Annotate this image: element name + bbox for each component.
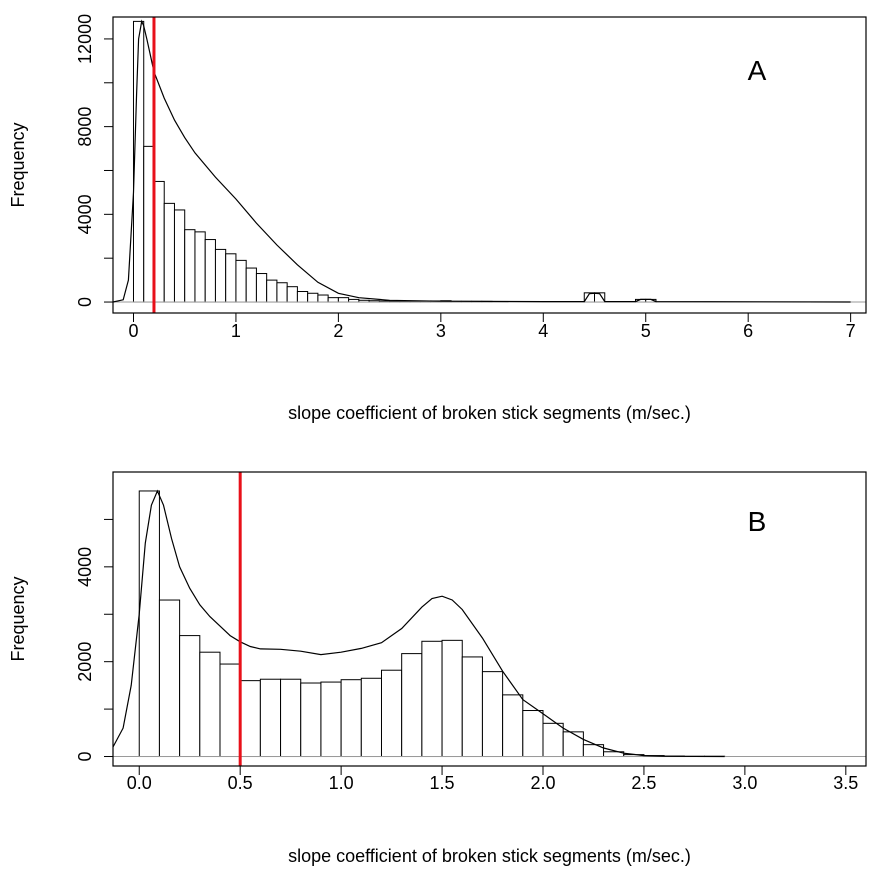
panel-a-histogram-bar	[296, 291, 309, 303]
panel-a-histogram-bar	[225, 253, 237, 303]
panel-b-histogram-bar	[542, 722, 564, 758]
panel-a-x-axis: 0 1 2 3 4 5 6 7	[128, 313, 856, 341]
panel-b-histogram-bar	[522, 710, 544, 758]
panel-b-y-tick-label: 2000	[75, 642, 95, 682]
panel-a-plot-frame	[112, 16, 867, 314]
panel-a-histogram-bar	[266, 279, 278, 303]
panel-a-histogram-bar	[245, 267, 257, 303]
panel-b-histogram-bars	[113, 490, 866, 758]
panel-a-histogram-bar	[337, 297, 350, 303]
panel-b-x-axis: 0.0 0.5 1.0 1.5 2.0 2.5 3.0 3.5	[127, 766, 858, 793]
panel-a-x-tick-label: 4	[538, 321, 548, 341]
panel-a-y-tick-label: 4000	[75, 194, 95, 234]
panel-b-histogram-bar	[461, 656, 483, 758]
panel-a-histogram-bar	[173, 209, 186, 303]
panel-a-histogram-bar	[286, 286, 298, 303]
panel-a-histogram-bar	[317, 294, 329, 303]
panel-a-histogram-bar	[143, 145, 155, 303]
panel-b-histogram-bar	[502, 694, 524, 758]
panel-b-histogram-bar	[280, 678, 302, 758]
panel-a-density-curve	[112, 19, 851, 303]
panel-b-histogram-bar	[562, 731, 584, 758]
panel-a-x-tick-label: 5	[641, 321, 651, 341]
panel-a-x-tick-label: 3	[436, 321, 446, 341]
panel-b-chart: 0.0 0.5 1.0 1.5 2.0 2.5 3.0 3.5 0 2000 4000 B slo…	[8, 471, 867, 866]
panel-a-y-axis-label: Frequency	[8, 122, 28, 207]
panel-b-histogram-bar	[320, 681, 342, 758]
panel-a-histogram-bar	[235, 259, 247, 303]
panel-a-x-tick-label: 6	[743, 321, 753, 341]
panel-a-histogram-bar	[255, 273, 268, 303]
panel-a-histogram-bar	[204, 239, 216, 303]
panel-b-y-tick-label: 0	[75, 752, 95, 762]
panel-a-histogram-bar	[163, 202, 175, 303]
panel-a-histogram-bar	[276, 282, 288, 303]
panel-b-x-axis-label: slope coefficient of broken stick segmen…	[288, 846, 691, 866]
panel-a-x-tick-label: 1	[231, 321, 241, 341]
panel-b-x-tick-label: 0.5	[228, 773, 253, 793]
panel-a-y-tick-label: 12000	[75, 14, 95, 64]
panel-a-histogram-bars	[113, 20, 866, 303]
panel-b-histogram-bar	[360, 677, 382, 758]
panel-a-y-tick-label: 8000	[75, 107, 95, 147]
panel-b-histogram-bar	[421, 640, 443, 758]
panel-b-y-axis-label: Frequency	[8, 576, 28, 661]
panel-b-histogram-bar	[380, 669, 403, 758]
panel-a-y-axis: 0 4000 8000 12000	[75, 14, 113, 307]
panel-b-histogram-bar	[401, 653, 423, 758]
panel-a-histogram-bar	[194, 231, 206, 303]
panel-a-x-tick-label: 7	[846, 321, 856, 341]
panel-b-x-tick-label: 2.5	[631, 773, 656, 793]
panel-a-histogram-bar	[327, 297, 339, 303]
panel-b-label: B	[748, 506, 767, 537]
panel-a-label: A	[748, 55, 767, 86]
panel-b-x-tick-label: 3.0	[732, 773, 757, 793]
panel-b-y-axis: 0 2000 4000	[75, 518, 113, 762]
panel-a-y-tick-label: 0	[75, 297, 95, 307]
panel-a-histogram-bar	[184, 229, 196, 303]
panel-b-histogram-bar	[239, 680, 261, 758]
panel-b-density-curve	[112, 489, 725, 758]
panel-b-histogram-bar	[441, 639, 463, 758]
panel-b-histogram-bar	[481, 671, 504, 758]
panel-b-plot-frame	[112, 471, 867, 767]
panel-b-histogram-bar	[219, 663, 241, 758]
panel-b-x-tick-label: 1.5	[430, 773, 455, 793]
panel-b-histogram-bar	[199, 651, 221, 758]
panel-b-histogram-bar	[179, 635, 201, 758]
panel-b-x-tick-label: 0.0	[127, 773, 152, 793]
panel-b-x-tick-label: 2.0	[530, 773, 555, 793]
panel-b-y-tick-label: 4000	[75, 547, 95, 587]
panel-b-histogram-bar	[158, 599, 181, 758]
panel-b-histogram-bar	[300, 682, 322, 758]
panel-a-x-axis-label: slope coefficient of broken stick segmen…	[288, 403, 691, 423]
panel-a-x-tick-label: 0	[128, 321, 138, 341]
panel-a-histogram-bar	[307, 292, 319, 303]
panel-a-x-tick-label: 2	[333, 321, 343, 341]
panel-b-histogram-bar	[340, 679, 362, 758]
panel-a-histogram-bar	[214, 248, 227, 303]
panel-b-x-tick-label: 1.0	[329, 773, 354, 793]
panel-b-x-tick-label: 3.5	[833, 773, 858, 793]
panel-b-histogram-bar	[138, 490, 160, 758]
panel-a-chart: 0 1 2 3 4 5 6 7 0 4000 8000 12000 A slope coeffici…	[8, 14, 867, 423]
panel-b-histogram-bar	[259, 678, 282, 758]
panel-a-histogram-bar	[153, 180, 165, 303]
